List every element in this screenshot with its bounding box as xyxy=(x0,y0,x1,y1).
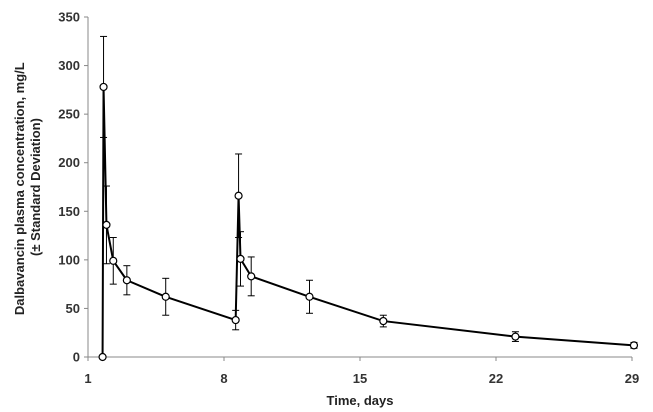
data-point xyxy=(379,316,388,326)
y-axis-ticks: 0 50 100 150 200 250 300 350 xyxy=(58,10,88,365)
data-point xyxy=(236,254,245,263)
x-axis-title: Time, days xyxy=(327,393,394,408)
y-tick-label: 200 xyxy=(58,155,80,170)
y-tick-label: 150 xyxy=(58,204,80,219)
y-axis-title: Dalbavancin plasma concentration, mg/L (… xyxy=(12,59,43,315)
data-point xyxy=(629,341,639,350)
x-tick-label: 1 xyxy=(84,371,91,386)
data-point xyxy=(122,276,131,285)
y-tick-label: 350 xyxy=(58,10,80,25)
data-point xyxy=(109,256,118,265)
data-point xyxy=(102,220,111,229)
data-point xyxy=(231,315,240,325)
x-tick-label: 15 xyxy=(353,371,367,386)
data-point xyxy=(99,82,108,92)
y-tick-label: 300 xyxy=(58,58,80,73)
series-line xyxy=(101,85,635,358)
data-point xyxy=(234,191,243,200)
data-point xyxy=(98,352,107,362)
x-tick-label: 22 xyxy=(489,371,503,386)
y-tick-label: 100 xyxy=(58,252,80,267)
y-axis-title-line-2: (± Standard Deviation) xyxy=(28,118,43,256)
data-markers xyxy=(98,82,639,362)
x-tick-label: 8 xyxy=(220,371,227,386)
data-point xyxy=(305,292,314,301)
x-axis-ticks: 1 8 15 22 29 xyxy=(84,357,639,386)
data-point xyxy=(161,292,170,301)
axes xyxy=(87,17,632,358)
data-point xyxy=(247,272,256,281)
y-tick-label: 250 xyxy=(58,107,80,122)
y-tick-label: 50 xyxy=(66,301,80,316)
data-point xyxy=(511,332,520,341)
y-tick-label: 0 xyxy=(73,350,80,365)
y-axis-title-line-1: Dalbavancin plasma concentration, mg/L xyxy=(12,62,27,315)
x-tick-label: 29 xyxy=(625,371,639,386)
